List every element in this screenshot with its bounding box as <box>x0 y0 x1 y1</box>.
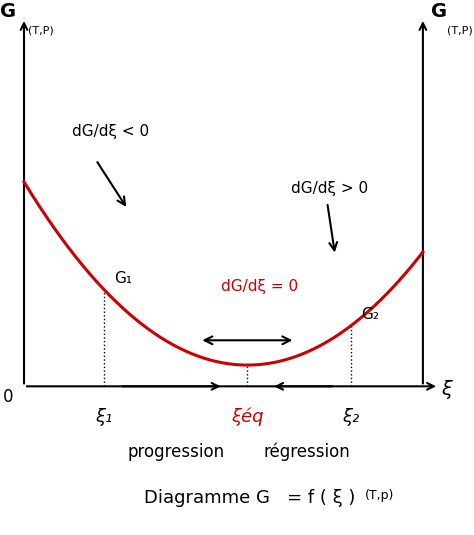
Text: dG/dξ = 0: dG/dξ = 0 <box>221 279 298 294</box>
Text: dG/dξ > 0: dG/dξ > 0 <box>291 181 368 196</box>
Text: ξ₁: ξ₁ <box>95 408 112 425</box>
Text: régression: régression <box>264 443 351 462</box>
Text: progression: progression <box>127 443 224 461</box>
Text: G₁: G₁ <box>114 271 132 286</box>
Text: (T,P): (T,P) <box>447 25 473 35</box>
Text: 0: 0 <box>3 388 13 406</box>
Text: G: G <box>431 2 447 20</box>
Text: ξ₂: ξ₂ <box>343 408 360 425</box>
Text: (T,P): (T,P) <box>28 25 54 35</box>
Text: (T,p): (T,p) <box>365 489 394 502</box>
Text: Diagramme G   = f ( ξ ): Diagramme G = f ( ξ ) <box>144 489 355 507</box>
Text: ξ: ξ <box>441 380 452 399</box>
Text: ξéq: ξéq <box>231 408 264 426</box>
Text: dG/dξ < 0: dG/dξ < 0 <box>72 124 149 139</box>
Text: G₂: G₂ <box>361 307 379 322</box>
Text: G: G <box>0 2 16 20</box>
